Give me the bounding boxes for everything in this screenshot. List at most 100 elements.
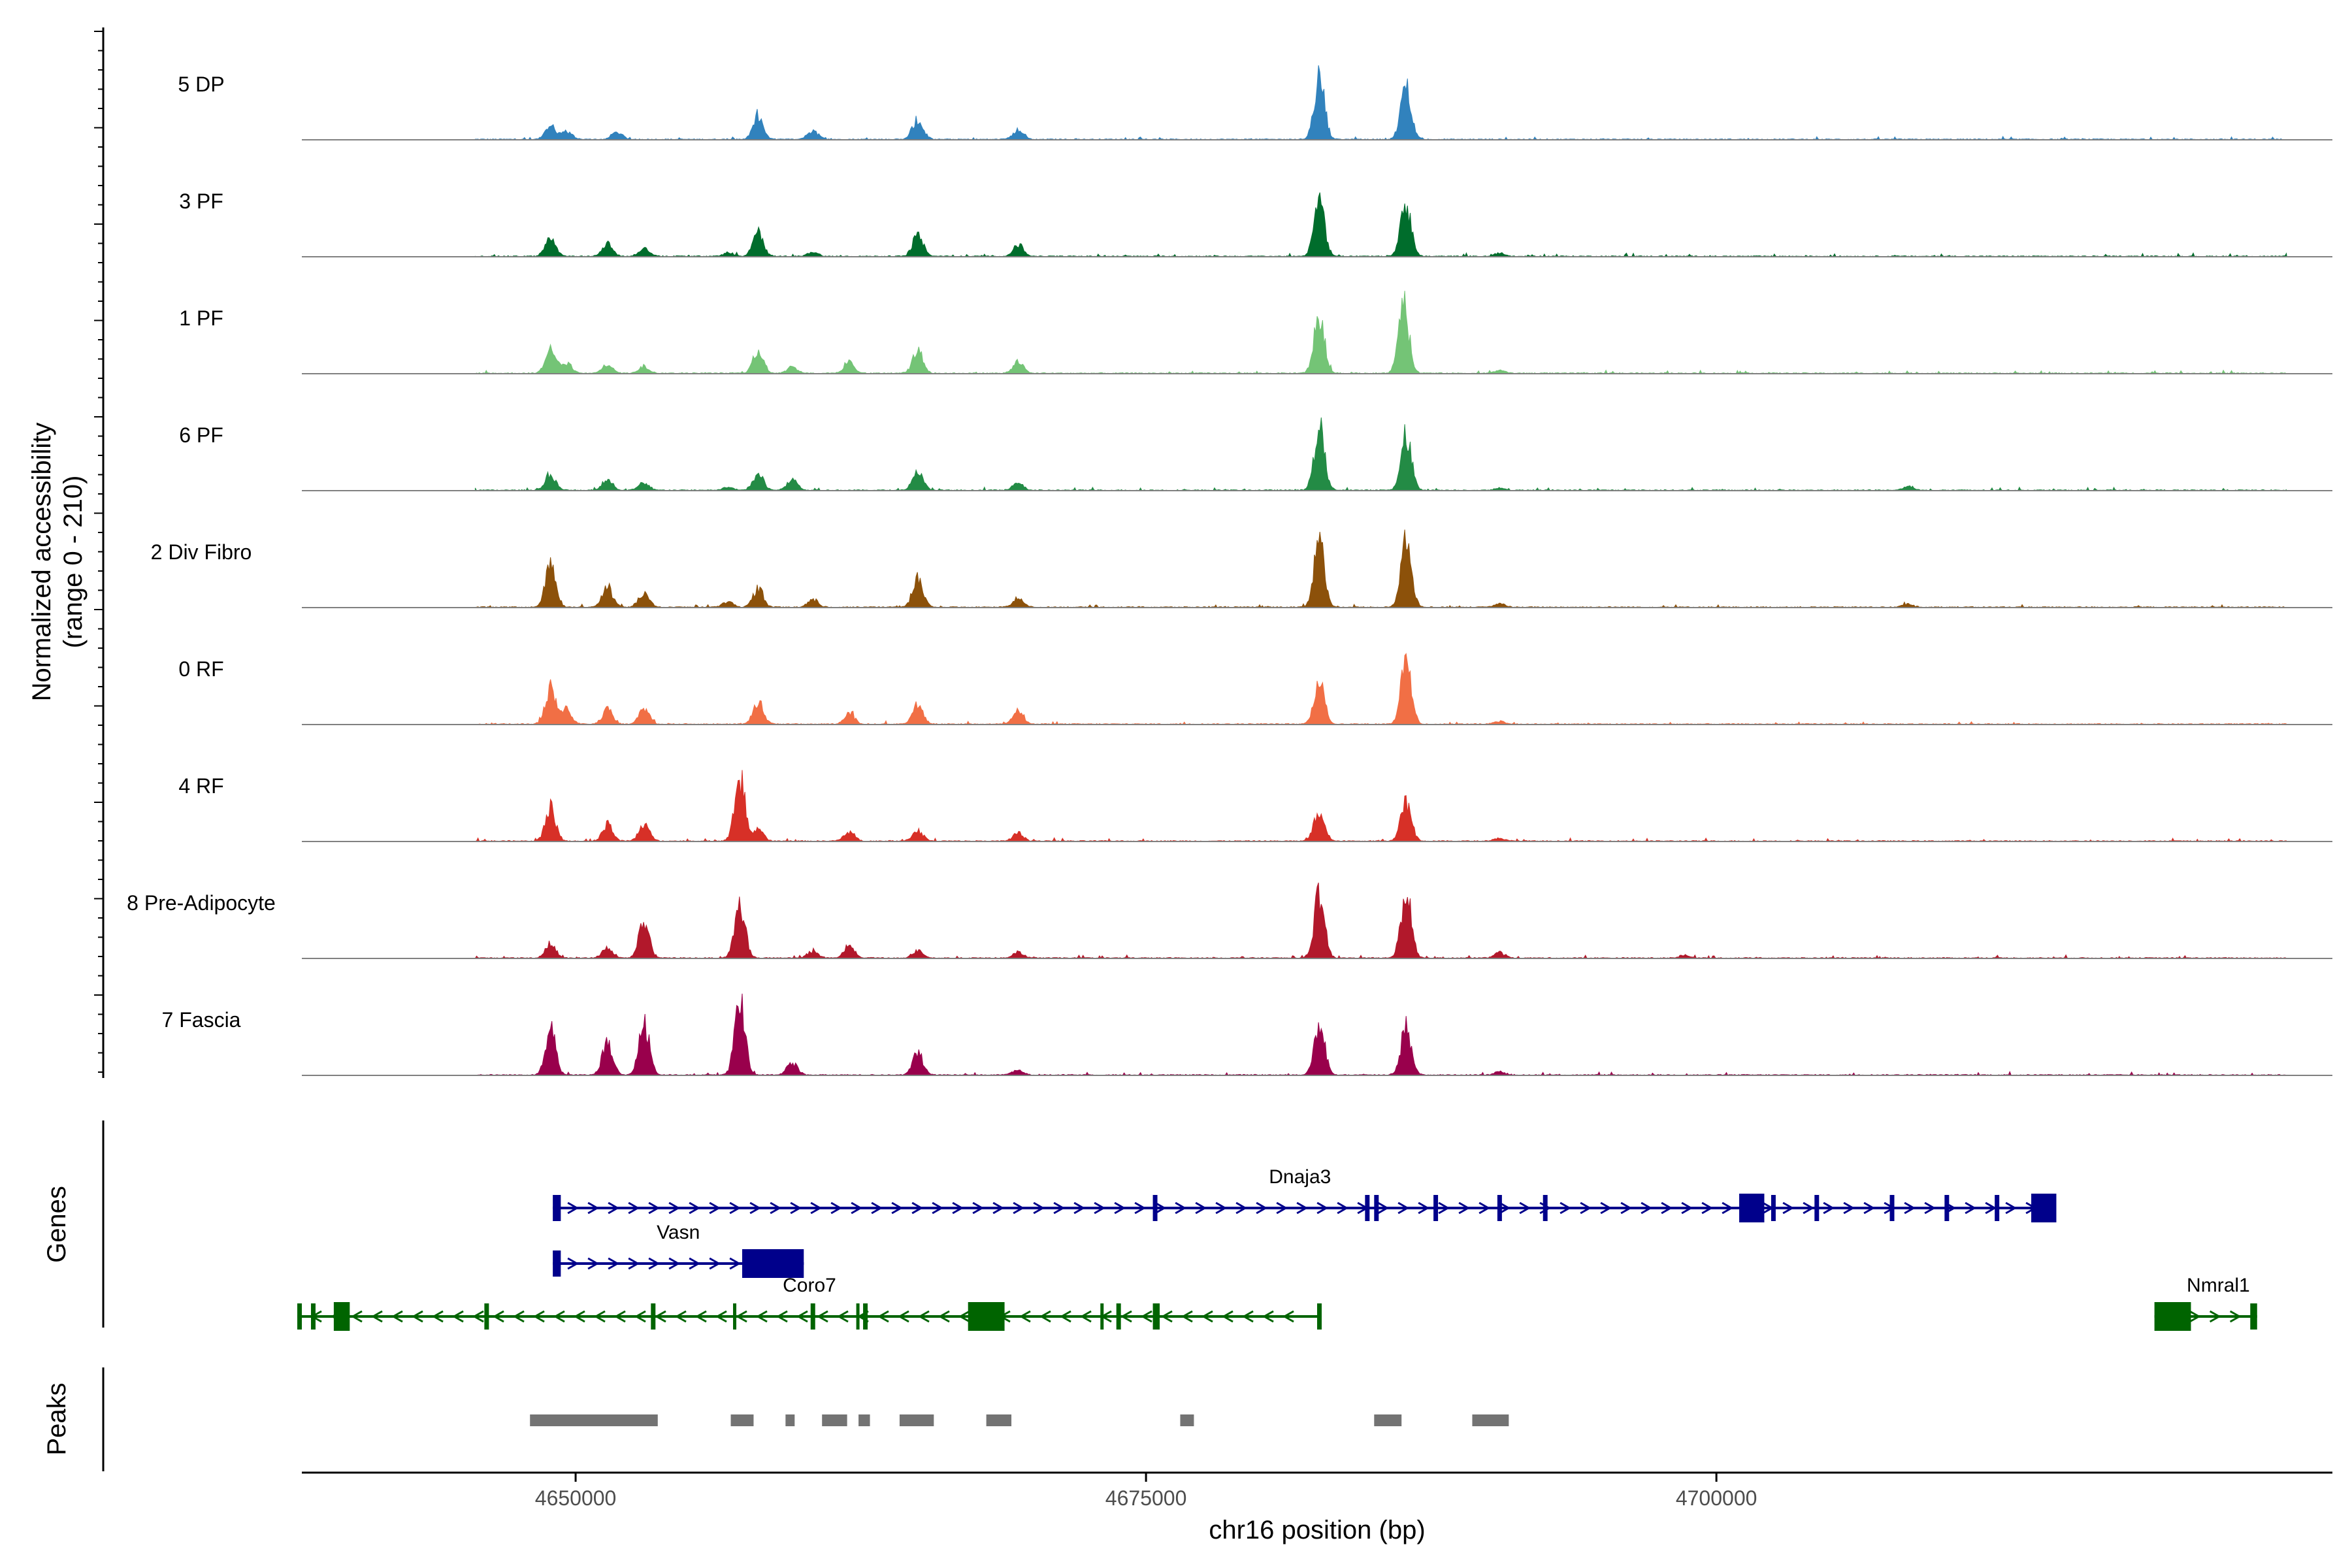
gene-exon bbox=[553, 1250, 561, 1277]
coverage-track: 4 RF bbox=[178, 770, 2332, 842]
strand-chevron bbox=[1195, 1201, 1207, 1215]
strand-chevron bbox=[1215, 1201, 1228, 1215]
gene-exon bbox=[1944, 1195, 1950, 1221]
strand-chevron bbox=[1377, 1201, 1390, 1215]
x-tick-label: 4675000 bbox=[1105, 1486, 1187, 1510]
gene-exon bbox=[1995, 1195, 2000, 1221]
strand-chevron bbox=[1039, 1310, 1051, 1323]
gene-model: Vasn bbox=[553, 1222, 804, 1278]
peak-region bbox=[530, 1414, 658, 1426]
gene-exon bbox=[553, 1195, 561, 1221]
gene-exon bbox=[333, 1302, 350, 1331]
strand-chevron bbox=[1033, 1201, 1045, 1215]
strand-chevron bbox=[932, 1201, 944, 1215]
track-label: 8 Pre-Adipocyte bbox=[127, 891, 276, 915]
gene-exon bbox=[1152, 1195, 1158, 1221]
strand-chevron bbox=[648, 1257, 661, 1270]
track-label: 1 PF bbox=[179, 306, 223, 330]
strand-chevron bbox=[1560, 1201, 1572, 1215]
strand-chevron bbox=[689, 1201, 701, 1215]
strand-chevron bbox=[472, 1310, 484, 1323]
gene-exon bbox=[1365, 1195, 1370, 1221]
strand-chevron bbox=[1256, 1201, 1268, 1215]
coverage-tracks: 5 DP 3 PF 1 PF 6 PF 2 Div Fibro 0 RF 4 RF 8 Pre… bbox=[27, 27, 2332, 1078]
strand-chevron bbox=[411, 1310, 423, 1323]
strand-chevron bbox=[1053, 1201, 1066, 1215]
strand-chevron bbox=[2189, 1310, 2201, 1323]
strand-chevron bbox=[972, 1201, 985, 1215]
strand-chevron bbox=[613, 1310, 626, 1323]
strand-chevron bbox=[350, 1310, 363, 1323]
strand-chevron bbox=[1221, 1310, 1233, 1323]
coverage-track: 2 Div Fibro bbox=[151, 529, 2332, 608]
gene-exon bbox=[651, 1303, 656, 1330]
peak-track: Peaks bbox=[42, 1367, 1509, 1471]
gene-label: Dnaja3 bbox=[1269, 1166, 1331, 1188]
strand-chevron bbox=[587, 1201, 600, 1215]
gene-exon bbox=[742, 1249, 804, 1278]
gene-exon bbox=[1543, 1195, 1548, 1221]
strand-chevron bbox=[1418, 1201, 1430, 1215]
strand-chevron bbox=[674, 1310, 687, 1323]
strand-chevron bbox=[2005, 1201, 2017, 1215]
strand-chevron bbox=[830, 1201, 843, 1215]
coverage-track: 6 PF bbox=[179, 417, 2332, 491]
strand-chevron bbox=[1337, 1201, 1349, 1215]
strand-chevron bbox=[1661, 1201, 1673, 1215]
strand-chevron bbox=[836, 1310, 849, 1323]
strand-chevron bbox=[1160, 1310, 1173, 1323]
strand-chevron bbox=[512, 1310, 525, 1323]
strand-chevron bbox=[1120, 1310, 1132, 1323]
strand-chevron bbox=[1134, 1201, 1147, 1215]
gene-exon bbox=[1814, 1195, 1820, 1221]
strand-chevron bbox=[1175, 1201, 1187, 1215]
gene-exon bbox=[1497, 1195, 1502, 1221]
strand-chevron bbox=[628, 1201, 640, 1215]
strand-chevron bbox=[770, 1201, 782, 1215]
strand-chevron bbox=[1073, 1201, 1086, 1215]
track-label: 6 PF bbox=[179, 423, 223, 447]
strand-chevron bbox=[1681, 1201, 1693, 1215]
strand-chevron bbox=[668, 1201, 681, 1215]
x-tick-label: 4700000 bbox=[1676, 1486, 1757, 1510]
strand-chevron bbox=[735, 1310, 747, 1323]
strand-chevron bbox=[1397, 1201, 1410, 1215]
peak-region bbox=[785, 1414, 795, 1426]
strand-chevron bbox=[1235, 1201, 1248, 1215]
coverage-track: 5 DP bbox=[178, 65, 2332, 140]
strand-chevron bbox=[776, 1310, 788, 1323]
strand-chevron bbox=[1499, 1201, 1511, 1215]
gene-exon bbox=[1116, 1303, 1121, 1330]
strand-chevron bbox=[567, 1201, 580, 1215]
strand-chevron bbox=[654, 1310, 666, 1323]
strand-chevron bbox=[587, 1257, 600, 1270]
gene-model: Nmral1 bbox=[2154, 1275, 2257, 1331]
strand-chevron bbox=[1782, 1201, 1795, 1215]
strand-chevron bbox=[715, 1310, 727, 1323]
coverage-track: 0 RF bbox=[178, 653, 2332, 725]
track-label: 5 DP bbox=[178, 73, 224, 96]
strand-chevron bbox=[1181, 1310, 1193, 1323]
strand-chevron bbox=[709, 1201, 721, 1215]
strand-chevron bbox=[1823, 1201, 1835, 1215]
peak-region bbox=[1374, 1414, 1402, 1426]
strand-chevron bbox=[1863, 1201, 1876, 1215]
strand-chevron bbox=[608, 1257, 620, 1270]
strand-chevron bbox=[573, 1310, 585, 1323]
peaks-track-label: Peaks bbox=[42, 1382, 71, 1455]
coverage-track: 3 PF bbox=[179, 189, 2332, 257]
strand-chevron bbox=[391, 1310, 403, 1323]
strand-chevron bbox=[1803, 1201, 1815, 1215]
strand-chevron bbox=[689, 1257, 701, 1270]
strand-chevron bbox=[816, 1310, 828, 1323]
strand-chevron bbox=[628, 1257, 640, 1270]
strand-chevron bbox=[694, 1310, 707, 1323]
strand-chevron bbox=[1985, 1201, 1997, 1215]
strand-chevron bbox=[1201, 1310, 1213, 1323]
x-axis-title: chr16 position (bp) bbox=[1209, 1516, 1425, 1544]
gene-track: Genes Dnaja3 Vasn Coro7 Nmral1 bbox=[42, 1120, 2257, 1331]
strand-chevron bbox=[1296, 1201, 1309, 1215]
strand-chevron bbox=[952, 1201, 964, 1215]
track-label: 4 RF bbox=[178, 774, 223, 798]
